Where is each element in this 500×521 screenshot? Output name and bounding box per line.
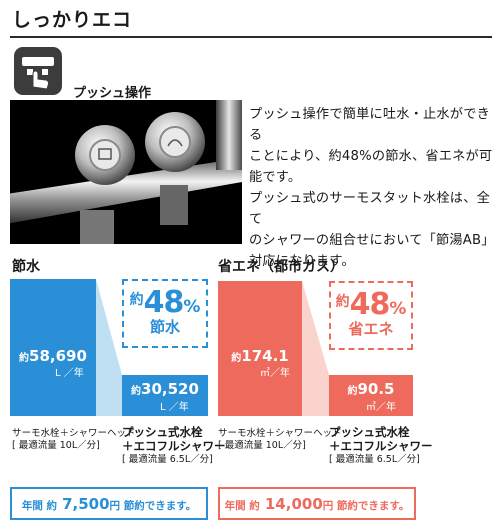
energy-after-unit: ㎥／年 [366, 402, 396, 413]
page-title: しっかりエコ [12, 9, 133, 31]
water-connector [96, 279, 122, 416]
energy-heading: 省エネ（都市ガス） [218, 259, 344, 275]
energy-savings-box: 約48% 省エネ [329, 281, 413, 350]
water-before-value: 約58,690 [19, 347, 87, 365]
push-button-icon [14, 47, 62, 95]
water-after-value: 約30,520 [131, 380, 199, 398]
energy-before-bar [218, 281, 302, 416]
feature-label: プッシュ操作 [73, 86, 152, 101]
energy-after-caption: プッシュ式水栓 ＋エコフルシャワー [ 最適流量 6.5L／分] [329, 425, 433, 465]
water-before-bar [10, 279, 96, 416]
water-before-caption: サーモ水栓＋シャワーヘッド [ 最適流量 10L／分] [12, 428, 136, 451]
description-line: プッシュ操作で簡単に吐水・止水ができる [249, 107, 490, 143]
description-line: ことにより、約48%の節水、省エネが可 [249, 149, 493, 164]
water-heading: 節水 [12, 259, 40, 275]
water-after-unit: L ／年 [160, 402, 189, 413]
energy-annual-savings: 年間 約 14,000円 節約できます。 [218, 487, 416, 520]
energy-before-value: 約174.1 [231, 347, 289, 365]
energy-before-caption: サーモ水栓＋シャワーヘッド [ 最適流量 10L／分] [218, 428, 342, 451]
title-divider [10, 36, 492, 38]
energy-before-unit: ㎥／年 [260, 368, 290, 379]
energy-connector [302, 281, 329, 416]
water-after-bar [122, 375, 208, 416]
energy-after-value: 約90.5 [347, 380, 395, 398]
description-line: 能です。 [249, 170, 302, 185]
description-line: プッシュ式のサーモスタット水栓は、全て [249, 191, 490, 227]
water-annual-savings: 年間 約 7,500円 節約できます。 [10, 487, 208, 520]
water-after-caption: プッシュ式水栓 ＋エコフルシャワー [ 最適流量 6.5L／分] [122, 425, 226, 465]
description-line: のシャワーの組合せにおいて「節湯AB」 [249, 233, 495, 248]
faucet-photo [10, 100, 242, 244]
description-line: 対応になります。 [249, 254, 355, 269]
water-savings-box: 約48% 節水 [122, 279, 208, 348]
description: プッシュ操作で簡単に吐水・止水ができる ことにより、約48%の節水、省エネが可 … [249, 104, 495, 272]
energy-after-bar [329, 375, 413, 416]
water-before-unit: L ／年 [55, 368, 84, 379]
